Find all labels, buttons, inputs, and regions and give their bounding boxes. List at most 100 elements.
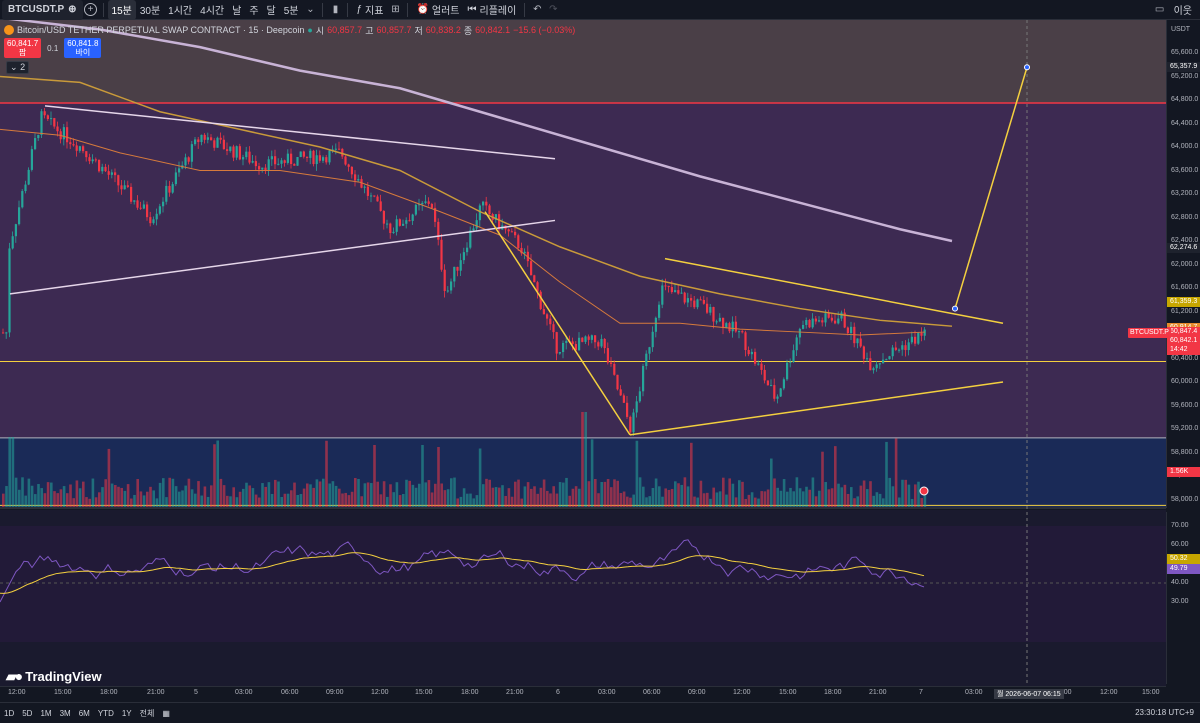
range-button[interactable]: 3M (59, 708, 71, 718)
candle (43, 111, 46, 116)
price-tick: 59,600.0 (1171, 401, 1199, 409)
price-tag: 62,274.6 (1167, 243, 1200, 254)
calendar-icon[interactable]: ▦ (162, 708, 170, 718)
volume-bar (674, 481, 677, 507)
candle (920, 333, 923, 336)
volume-bar (622, 491, 626, 507)
candle (360, 179, 363, 188)
volume-bar (27, 478, 31, 507)
volume-bar (843, 484, 847, 507)
candle (510, 231, 513, 233)
volume-bar (834, 446, 837, 507)
chart-canvas[interactable] (0, 20, 1166, 686)
chevron-down-icon: ⌄ (10, 62, 18, 72)
volume-bar (162, 478, 165, 507)
volume-bar (670, 488, 674, 507)
plus-icon[interactable]: + (83, 2, 99, 18)
candle (46, 115, 49, 120)
time-axis[interactable]: 12:00 15:00 18:00 21:00 5 03:00 06:00 09:00 12:0… (0, 686, 1166, 700)
volume-bar (885, 441, 888, 507)
redo-icon[interactable]: ↷ (549, 4, 558, 15)
volume-bar (472, 498, 475, 507)
indicators-collapse-button[interactable]: ⌄ 2 (6, 61, 30, 74)
candle (670, 287, 673, 293)
interval-15m[interactable]: 15분 (107, 0, 136, 20)
price-axis[interactable]: USDT 65,600.0 65,200.0 64,800.0 64,400.0 64,… (1166, 20, 1200, 550)
volume-bar (168, 477, 171, 507)
range-button[interactable]: YTD (97, 708, 114, 718)
volume-bar (546, 490, 549, 507)
legend-title[interactable]: Bitcoin/USD TETHER PERPETUAL SWAP CONTRA… (17, 25, 305, 35)
sell-button[interactable]: 60,841.7 팜 (4, 38, 42, 58)
candle (859, 338, 862, 347)
candle (898, 349, 901, 351)
interval-30m[interactable]: 30분 (139, 6, 161, 17)
volume-bar (862, 480, 866, 507)
candles (2, 108, 926, 436)
ma-200-line (8, 20, 953, 243)
currency-label[interactable]: USDT (1171, 26, 1191, 33)
volume-bar (459, 496, 463, 507)
candle (341, 148, 344, 157)
range-button[interactable]: 1D (4, 708, 15, 718)
range-button[interactable]: 6M (78, 708, 90, 718)
ask-label: 바이 (75, 48, 91, 57)
volume-bar (8, 437, 11, 507)
candle (834, 320, 837, 324)
volume-bar (850, 487, 853, 507)
interval-week[interactable]: 주 (249, 6, 259, 17)
symbol-search-button[interactable]: BTCUSDT.P ⊕ (2, 0, 83, 20)
volume-bar (264, 486, 267, 507)
undo-icon[interactable]: ↶ (533, 4, 542, 15)
candle (734, 321, 737, 332)
account-label[interactable]: 이웃 (1173, 6, 1192, 17)
volume-bar (126, 484, 130, 507)
interval-5m[interactable]: 5분 (283, 6, 299, 17)
clock[interactable]: 23:30:18 UTC+9 (1135, 708, 1194, 717)
volume-bar (347, 495, 351, 507)
volume-bar (254, 494, 258, 507)
chevron-down-icon[interactable]: ⌄ (306, 4, 315, 15)
volume-bar (248, 485, 251, 507)
projection-line (954, 67, 1028, 309)
candle (392, 231, 395, 234)
volume-bar (78, 488, 82, 507)
candle (152, 219, 155, 224)
interval-4h[interactable]: 4시간 (200, 6, 225, 17)
range-button[interactable]: 1M (40, 708, 52, 718)
volume-bar (184, 485, 187, 507)
symbol-options-icon: ⊕ (68, 4, 77, 15)
interval-day[interactable]: 날 (232, 6, 242, 17)
volume-bar (309, 484, 312, 507)
candle (242, 157, 245, 160)
volume-bar (798, 488, 802, 507)
candles-icon[interactable]: ▮ (332, 4, 339, 15)
volume-bar (856, 496, 859, 507)
candle (888, 356, 891, 360)
layout-icon[interactable]: ⊞ (391, 4, 400, 15)
candle (830, 317, 833, 321)
candle (421, 202, 424, 205)
candle (776, 396, 779, 399)
alert-button[interactable]: ⏰ 얼러트 (412, 0, 463, 20)
candle (296, 157, 299, 166)
range-button[interactable]: 전체 (139, 708, 155, 718)
range-button[interactable]: 5D (22, 708, 33, 718)
volume-bar (302, 488, 306, 507)
candle (248, 151, 251, 163)
candle (274, 156, 277, 165)
volume-bar (315, 479, 319, 507)
buy-button[interactable]: 60,841.8 바이 (64, 38, 102, 58)
candle (219, 137, 222, 140)
volume-bar (178, 491, 181, 507)
volume-bar (43, 493, 47, 507)
indicators-button[interactable]: ƒ 지표 (352, 0, 387, 20)
interval-month[interactable]: 달 (266, 6, 276, 17)
layout-icon[interactable]: ▭ (1154, 4, 1165, 15)
candle (587, 336, 590, 340)
range-button[interactable]: 1Y (121, 708, 132, 718)
volume-bar (24, 495, 27, 507)
interval-1h[interactable]: 1시간 (168, 6, 193, 17)
replay-button[interactable]: ⏮ 리플레이 (464, 0, 521, 20)
